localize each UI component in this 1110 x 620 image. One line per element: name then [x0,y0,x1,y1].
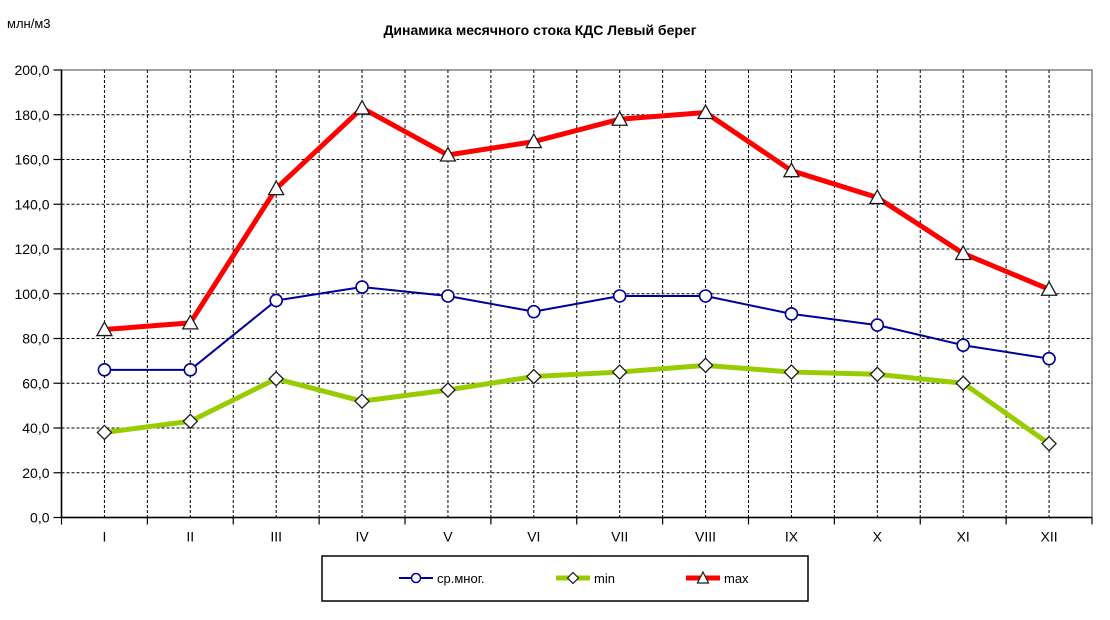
y-axis-unit-label: млн/м3 [7,16,51,31]
marker-max [181,313,199,330]
legend: ср.мног. min max [321,555,809,602]
x-tick-label: II [186,529,194,545]
x-tick-label: XI [957,529,970,545]
marker-ср.мног. [956,338,970,353]
marker-ср.мног. [269,293,283,308]
y-tick-label: 160,0 [14,152,49,168]
x-tick-label: VIII [695,529,716,545]
x-tick-label: V [443,529,453,545]
marker-min [1041,435,1057,452]
marker-ср.мног. [441,289,455,303]
marker-ср.мног. [527,304,541,319]
marker-min [182,413,199,430]
legend-label-srmnog: ср.мног. [437,571,484,586]
marker-min [525,368,542,385]
y-tick-label: 120,0 [14,241,49,257]
y-tick-label: 140,0 [14,196,49,212]
y-tick-label: 100,0 [14,286,49,302]
marker-max [95,320,114,337]
legend-item-max: max [686,570,749,586]
marker-max [782,161,801,178]
marker-min [96,424,113,441]
x-tick-label: VI [527,529,540,545]
marker-max [1040,280,1058,296]
marker-max [868,188,886,205]
marker-min [354,393,370,410]
marker-ср.мног. [183,363,198,377]
x-tick-label: I [102,529,106,545]
marker-min [611,364,628,380]
legend-label-min: min [594,571,615,586]
marker-max [611,110,629,126]
x-tick-label: IX [785,529,799,545]
marker-ср.мног. [784,307,799,321]
marker-ср.мног. [612,289,627,303]
marker-max [954,244,972,261]
marker-min [955,375,972,392]
marker-ср.мног. [698,289,713,303]
y-tick-label: 200,0 [14,62,49,78]
x-tick-label: X [873,529,883,545]
y-tick-label: 20,0 [22,465,49,481]
legend-item-srmnog: ср.мног. [399,571,484,586]
legend-diamond-marker-icon [566,571,580,585]
marker-max [439,146,457,162]
y-tick-label: 60,0 [22,375,49,391]
legend-label-max: max [724,571,749,586]
marker-ср.мног. [1042,351,1056,366]
marker-max [525,132,543,149]
series-line-min [101,362,1052,447]
y-tick-label: 0,0 [30,510,50,526]
x-tick-label: IV [355,529,369,545]
marker-max [353,99,371,115]
plot-area: 0,0 20,0 40,0 60,0 80,0 100,0 120,0 140,0 160,0 1… [14,62,1093,545]
y-tick-label: 180,0 [14,107,49,123]
chart-title: Динамика месячного стока КДС Левый берег [383,22,697,38]
marker-min [783,364,800,380]
legend-circle-marker-icon [410,572,422,584]
x-tick-label: VII [611,529,628,545]
y-tick-label: 40,0 [22,420,49,436]
legend-item-min: min [556,571,615,586]
x-tick-label: XII [1041,529,1058,545]
legend-triangle-marker-icon [696,570,710,584]
marker-min [869,366,886,383]
marker-ср.мног. [97,363,112,377]
marker-max [267,179,285,196]
marker-max [696,103,715,120]
marker-min [268,370,285,387]
y-tick-label: 80,0 [22,331,49,347]
marker-min [697,357,714,374]
series-line-ср.мног. [103,286,1051,371]
series-line-max [101,105,1052,333]
marker-ср.мног. [355,280,369,294]
x-tick-label: III [270,529,282,545]
marker-min [440,382,456,398]
marker-ср.мног. [870,318,885,332]
